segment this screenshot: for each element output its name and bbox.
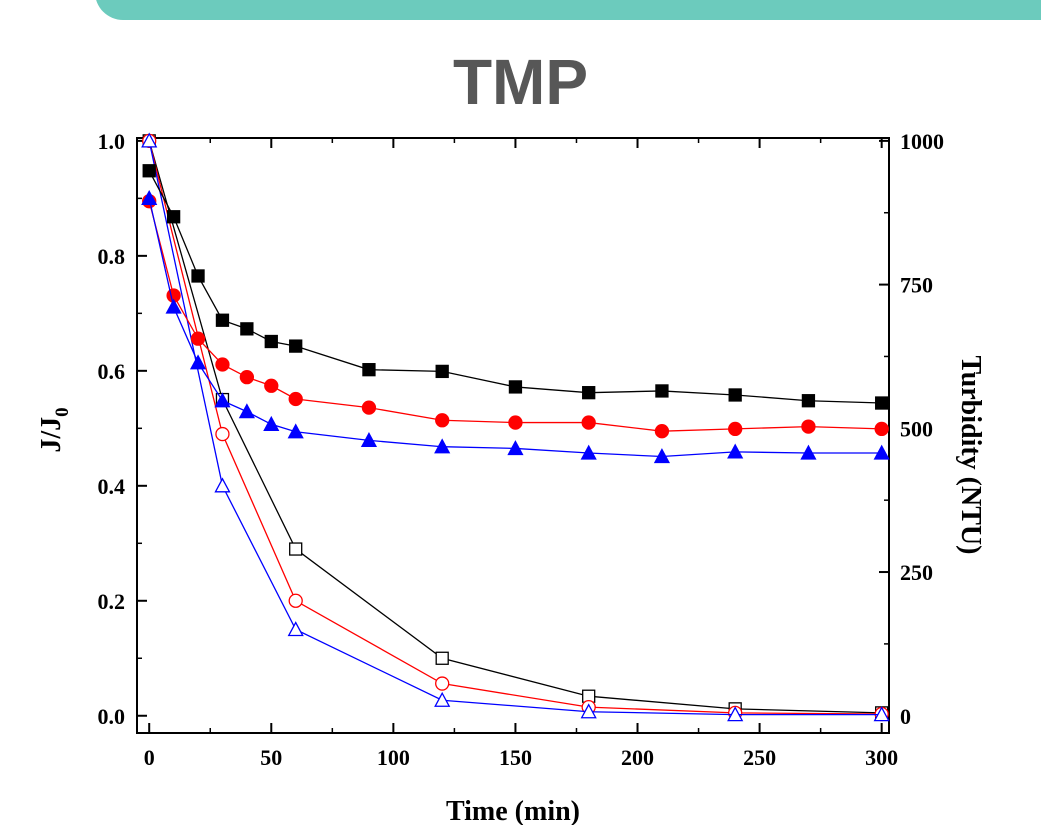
data-point-0 xyxy=(728,388,742,402)
top-banner xyxy=(95,0,1041,20)
data-point-2 xyxy=(434,438,451,454)
data-point-2 xyxy=(873,444,890,460)
data-point-1 xyxy=(874,421,889,437)
y2-axis-title: Turbidity (NTU) xyxy=(955,356,986,555)
data-point-1 xyxy=(190,331,206,346)
y-axis-title: J/J0 xyxy=(36,407,73,452)
data-point-4 xyxy=(288,593,303,608)
data-point-1 xyxy=(728,421,743,437)
data-point-3 xyxy=(289,542,303,556)
data-point-2 xyxy=(727,443,744,459)
data-point-0 xyxy=(582,386,596,400)
plot-frame xyxy=(136,137,890,734)
data-point-0 xyxy=(435,364,449,379)
data-point-1 xyxy=(264,378,279,393)
data-point-5 xyxy=(287,621,304,637)
data-point-5 xyxy=(141,132,158,148)
data-point-1 xyxy=(801,419,816,434)
x-tick-label: 100 xyxy=(377,745,410,770)
data-point-5 xyxy=(727,706,744,722)
data-point-1 xyxy=(215,357,230,372)
x-tick-label: 300 xyxy=(865,745,898,770)
data-point-0 xyxy=(875,396,889,410)
y-tick-label: 0.2 xyxy=(98,589,126,614)
data-point-0 xyxy=(508,380,523,394)
x-tick-label: 150 xyxy=(499,745,532,770)
y-axis-title-main: J/J xyxy=(36,417,67,453)
y-tick-label: 0.8 xyxy=(98,244,126,269)
x-axis-title: Time (min) xyxy=(446,796,580,825)
data-point-4 xyxy=(215,426,230,442)
data-point-2 xyxy=(800,444,817,460)
x-tick-label: 0 xyxy=(144,745,155,770)
data-point-1 xyxy=(361,400,377,415)
data-point-0 xyxy=(166,210,181,224)
data-point-0 xyxy=(362,363,376,377)
y-tick-label: 0.0 xyxy=(98,704,126,729)
data-point-0 xyxy=(240,322,254,336)
y2-tick-label: 250 xyxy=(900,560,933,585)
data-point-2 xyxy=(653,448,671,464)
data-point-4 xyxy=(435,676,450,691)
data-point-5 xyxy=(873,706,890,722)
data-point-0 xyxy=(655,384,669,398)
data-point-0 xyxy=(289,339,303,353)
data-point-2 xyxy=(507,440,524,456)
ticks-group xyxy=(137,138,889,733)
data-point-1 xyxy=(435,413,450,428)
data-point-1 xyxy=(239,369,255,385)
series-group xyxy=(141,132,890,722)
data-point-0 xyxy=(215,313,230,327)
y2-tick-label: 1000 xyxy=(900,129,944,154)
y-tick-label: 0.6 xyxy=(98,359,126,384)
data-point-5 xyxy=(580,703,597,719)
data-point-1 xyxy=(508,415,523,430)
chart-title: TMP xyxy=(452,46,589,118)
data-point-0 xyxy=(191,269,205,283)
data-point-2 xyxy=(141,189,158,206)
y-axis-title-subscript: 0 xyxy=(52,407,73,417)
data-point-2 xyxy=(360,432,378,448)
series-line-1 xyxy=(148,201,882,432)
data-point-0 xyxy=(142,164,156,178)
data-point-2 xyxy=(189,354,207,370)
labels-group: 0 50 100 150 200 250 300 0.0 0.2 0.4 0.6 0.8 1.0 0 250… xyxy=(98,129,945,770)
data-point-0 xyxy=(801,394,816,408)
y2-tick-label: 0 xyxy=(900,704,911,729)
data-point-0 xyxy=(264,334,278,349)
data-point-1 xyxy=(581,415,596,430)
data-point-1 xyxy=(654,424,670,439)
x-tick-label: 50 xyxy=(260,745,282,770)
data-point-1 xyxy=(288,391,303,407)
x-tick-label: 200 xyxy=(621,745,654,770)
data-point-5 xyxy=(214,477,231,493)
data-point-2 xyxy=(238,403,255,419)
y2-tick-label: 500 xyxy=(900,416,933,441)
y-tick-label: 1.0 xyxy=(98,129,126,154)
data-point-3 xyxy=(435,651,449,665)
series-line-0 xyxy=(148,170,882,404)
y-tick-label: 0.4 xyxy=(98,474,126,499)
data-point-2 xyxy=(287,423,304,439)
data-point-5 xyxy=(434,691,451,707)
data-point-2 xyxy=(580,444,597,460)
data-point-2 xyxy=(214,392,231,408)
data-point-2 xyxy=(165,298,182,314)
y2-tick-label: 750 xyxy=(900,273,933,298)
data-point-2 xyxy=(263,415,280,431)
x-tick-label: 250 xyxy=(743,745,776,770)
